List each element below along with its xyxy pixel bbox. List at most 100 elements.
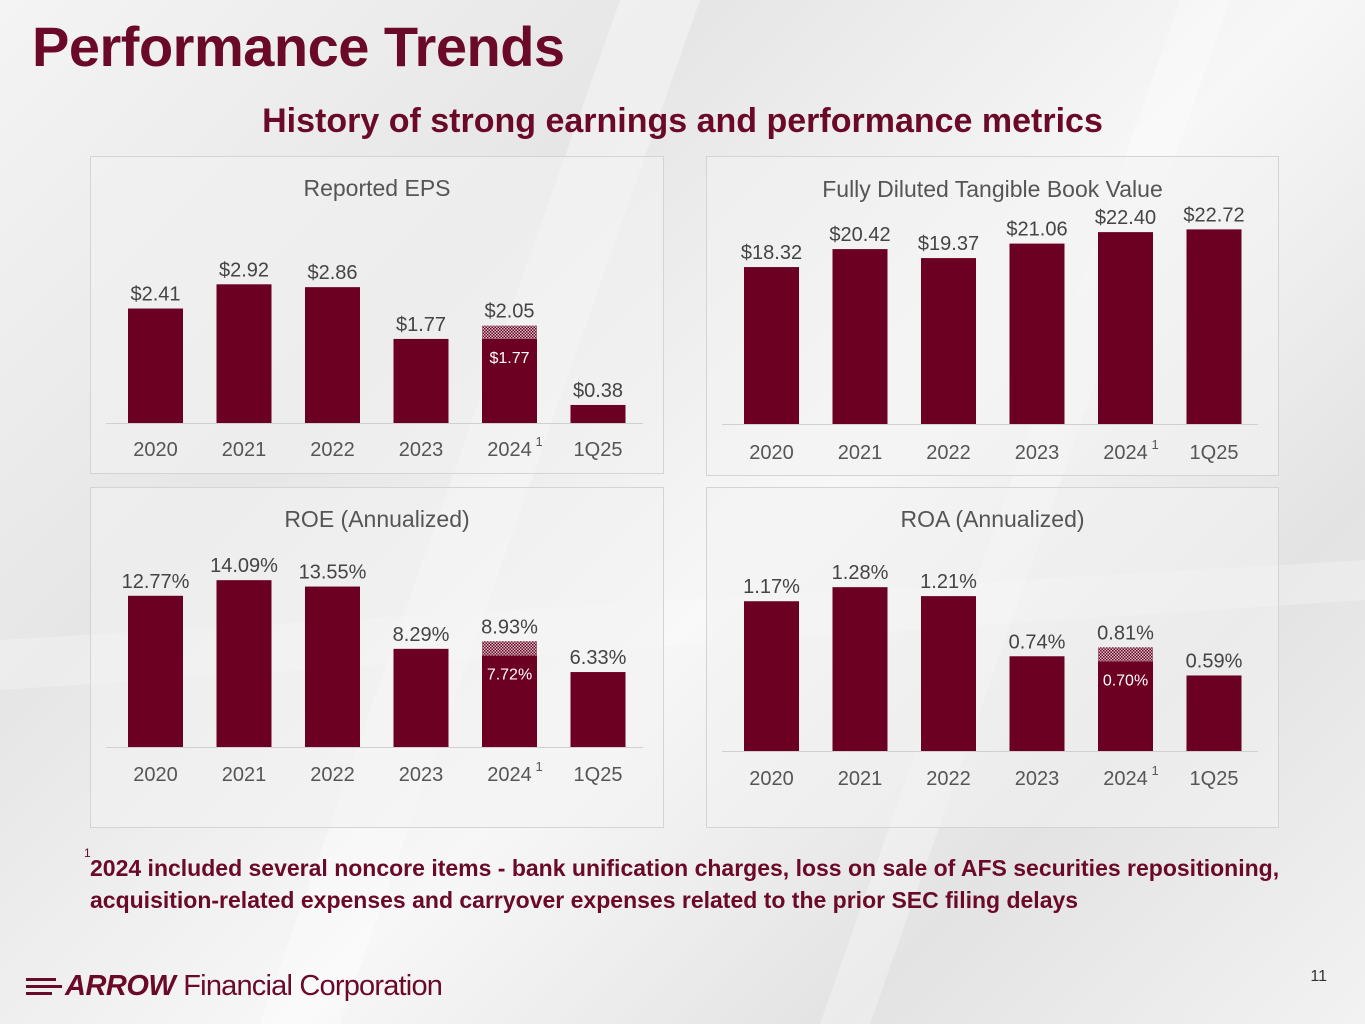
category-label: 2020 <box>133 764 178 786</box>
category-label: 2022 <box>926 442 971 464</box>
arrow-logo-icon <box>26 977 62 995</box>
bar-noncore-segment <box>482 641 537 656</box>
data-label: 1.21% <box>920 571 977 593</box>
bar <box>393 648 449 747</box>
footnote-text: 2024 included several noncore items - ba… <box>90 855 1280 913</box>
category-label: 2021 <box>222 439 267 461</box>
data-label: 12.77% <box>122 571 190 593</box>
data-label: $2.92 <box>219 259 269 281</box>
category-label: 2021 <box>838 768 883 790</box>
category-label: 2023 <box>399 439 444 461</box>
bar <box>1186 675 1242 751</box>
eps-chart: Reported EPS $2.41 2020 $2.92 2021 $2.86 2022 $… <box>106 175 643 461</box>
data-label: 0.59% <box>1186 650 1243 672</box>
data-label: $2.05 <box>484 301 534 323</box>
data-label: $18.32 <box>741 242 802 264</box>
data-label: 8.29% <box>393 624 450 646</box>
bar <box>832 587 888 751</box>
category-superscript: 1 <box>1152 763 1159 778</box>
data-label: $1.77 <box>396 314 446 336</box>
category-label: 2022 <box>310 764 355 786</box>
bar <box>1009 243 1065 424</box>
category-label: 2020 <box>749 768 794 790</box>
category-label: 1Q25 <box>574 439 623 461</box>
bar <box>1098 232 1153 424</box>
bar <box>128 595 183 747</box>
bar <box>482 655 537 747</box>
bar <box>570 672 626 747</box>
data-label: 1.28% <box>832 562 889 584</box>
data-label: 0.74% <box>1009 631 1066 653</box>
bar-noncore-segment <box>482 325 537 339</box>
bar <box>921 258 976 424</box>
category-label: 2021 <box>222 764 267 786</box>
bar <box>744 601 799 751</box>
tbv-chart-panel: Fully Diluted Tangible Book Value $18.32 2… <box>706 156 1279 476</box>
data-label: 13.55% <box>299 562 367 584</box>
page-number: 11 <box>1310 968 1327 985</box>
data-label: 8.93% <box>481 616 538 638</box>
chart-title: Reported EPS <box>303 175 450 201</box>
roe-chart-panel: ROE (Annualized) 12.77% 2020 14.09% 2021 13.5… <box>90 487 664 828</box>
bar <box>216 580 272 747</box>
category-label: 1Q25 <box>1190 442 1239 464</box>
data-label: $22.72 <box>1183 204 1244 226</box>
category-label: 2021 <box>838 442 883 464</box>
bar <box>1186 229 1242 424</box>
category-label: 2024 <box>1103 768 1148 790</box>
page-title: Performance Trends <box>32 15 565 78</box>
bar <box>305 586 360 747</box>
bar <box>482 338 537 423</box>
company-logo: ARROW Financial Corporation <box>26 966 443 1006</box>
category-label: 2022 <box>310 439 355 461</box>
category-superscript: 1 <box>536 434 543 449</box>
data-label: $2.86 <box>307 262 357 284</box>
chart-title: ROA (Annualized) <box>900 506 1084 532</box>
category-label: 1Q25 <box>574 764 623 786</box>
data-label: 14.09% <box>210 555 278 577</box>
bar-noncore-segment <box>1098 647 1153 662</box>
category-label: 2020 <box>749 442 794 464</box>
bar <box>1098 661 1153 751</box>
data-label: $20.42 <box>829 224 890 246</box>
bar <box>305 287 360 423</box>
logo-brand: ARROW <box>65 969 176 1002</box>
bar <box>1009 656 1065 751</box>
bar-inner-label: $1.77 <box>489 350 529 367</box>
category-label: 1Q25 <box>1190 768 1239 790</box>
data-label: $21.06 <box>1006 219 1067 241</box>
roe-chart: ROE (Annualized) 12.77% 2020 14.09% 2021 13.5… <box>106 506 643 786</box>
bar <box>832 249 888 424</box>
bar-inner-label: 0.70% <box>1103 672 1148 689</box>
data-label: $22.40 <box>1095 207 1156 229</box>
tbv-chart: Fully Diluted Tangible Book Value $18.32 2… <box>722 176 1258 464</box>
data-label: $19.37 <box>918 233 979 255</box>
bar <box>744 267 799 424</box>
roa-chart: ROA (Annualized) 1.17% 2020 1.28% 2021 1.21% 2… <box>722 506 1258 790</box>
data-label: 6.33% <box>570 647 627 669</box>
bar-inner-label: 7.72% <box>487 667 532 684</box>
logo-text: Financial Corporation <box>183 969 443 1002</box>
chart-title: ROE (Annualized) <box>284 506 469 532</box>
category-label: 2022 <box>926 768 971 790</box>
category-label: 2024 <box>487 439 532 461</box>
data-label: $0.38 <box>573 380 623 402</box>
bar <box>216 284 272 423</box>
chart-title: Fully Diluted Tangible Book Value <box>822 176 1163 202</box>
category-label: 2024 <box>487 764 532 786</box>
footnote-marker: 1 <box>84 846 91 860</box>
data-label: 0.81% <box>1097 622 1154 644</box>
category-superscript: 1 <box>536 759 543 774</box>
category-label: 2023 <box>1015 442 1060 464</box>
roa-chart-panel: ROA (Annualized) 1.17% 2020 1.28% 2021 1.21% 2… <box>706 487 1279 828</box>
bar <box>393 338 449 423</box>
category-label: 2020 <box>133 439 178 461</box>
eps-chart-panel: Reported EPS $2.41 2020 $2.92 2021 $2.86 2022 $… <box>90 156 664 474</box>
data-label: 1.17% <box>743 576 800 598</box>
category-label: 2023 <box>1015 768 1060 790</box>
category-label: 2023 <box>399 764 444 786</box>
bar <box>128 308 183 423</box>
category-superscript: 1 <box>1152 437 1159 452</box>
data-label: $2.41 <box>130 284 180 306</box>
bar <box>570 404 626 423</box>
